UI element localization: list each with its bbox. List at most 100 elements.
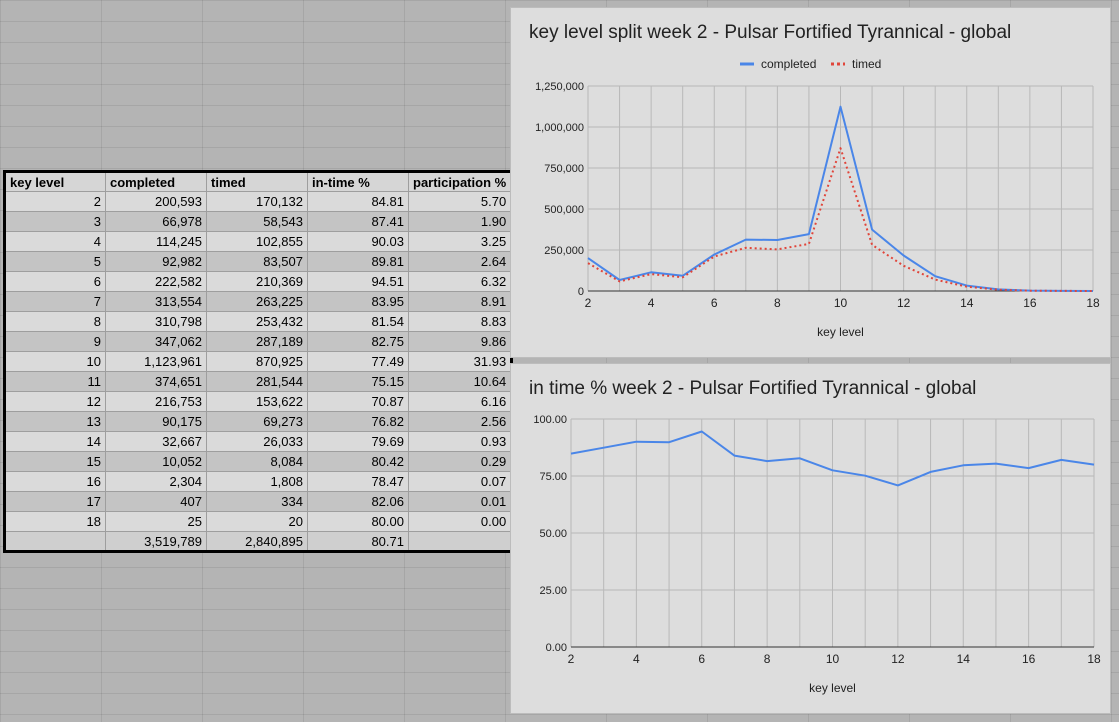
table-cell[interactable]: 1.90 bbox=[407, 211, 513, 232]
table-cell[interactable]: 8 bbox=[4, 311, 106, 332]
table-cell[interactable]: 89.81 bbox=[307, 251, 409, 272]
table-cell[interactable]: 80.42 bbox=[307, 451, 409, 472]
table-cell[interactable]: 870,925 bbox=[206, 351, 308, 372]
table-cell[interactable]: 83,507 bbox=[206, 251, 308, 272]
table-cell[interactable]: 3.25 bbox=[407, 231, 513, 252]
table-cell[interactable]: 84.81 bbox=[307, 191, 409, 212]
table-cell[interactable]: 10,052 bbox=[105, 451, 207, 472]
table-cell[interactable]: 87.41 bbox=[307, 211, 409, 232]
table-cell[interactable]: 13 bbox=[4, 411, 106, 432]
table-cell[interactable]: 310,798 bbox=[105, 311, 207, 332]
table-cell[interactable]: 58,543 bbox=[206, 211, 308, 232]
table-cell[interactable]: 92,982 bbox=[105, 251, 207, 272]
table-cell[interactable]: 15 bbox=[4, 451, 106, 472]
table-cell[interactable]: 7 bbox=[4, 291, 106, 312]
table-cell[interactable]: 32,667 bbox=[105, 431, 207, 452]
table-cell[interactable]: 82.06 bbox=[307, 491, 409, 512]
header-key-level[interactable]: key level bbox=[4, 171, 106, 192]
table-cell[interactable]: 5 bbox=[4, 251, 106, 272]
table-cell[interactable]: 170,132 bbox=[206, 191, 308, 212]
table-cell[interactable]: 6.16 bbox=[407, 391, 513, 412]
table-cell[interactable]: 287,189 bbox=[206, 331, 308, 352]
table-cell[interactable]: 8.91 bbox=[407, 291, 513, 312]
table-cell[interactable]: 69,273 bbox=[206, 411, 308, 432]
table-cell[interactable]: 1,123,961 bbox=[105, 351, 207, 372]
table-cell[interactable]: 10 bbox=[4, 351, 106, 372]
table-cell[interactable]: 374,651 bbox=[105, 371, 207, 392]
table-cell[interactable]: 4 bbox=[4, 231, 106, 252]
table-cell[interactable]: 25 bbox=[105, 511, 207, 532]
table-cell[interactable]: 12 bbox=[4, 391, 106, 412]
table-cell[interactable]: 0.01 bbox=[407, 491, 513, 512]
table-cell[interactable]: 80.71 bbox=[307, 531, 409, 552]
table-cell[interactable] bbox=[407, 531, 513, 552]
table-cell[interactable]: 313,554 bbox=[105, 291, 207, 312]
table-cell[interactable]: 210,369 bbox=[206, 271, 308, 292]
x-tick-label: 16 bbox=[1023, 296, 1037, 310]
table-cell[interactable]: 2.56 bbox=[407, 411, 513, 432]
table-cell[interactable]: 0.93 bbox=[407, 431, 513, 452]
table-cell[interactable]: 16 bbox=[4, 471, 106, 492]
table-cell[interactable]: 77.49 bbox=[307, 351, 409, 372]
table-cell[interactable] bbox=[4, 531, 106, 552]
table-cell[interactable]: 11 bbox=[4, 371, 106, 392]
table-cell[interactable]: 20 bbox=[206, 511, 308, 532]
table-cell[interactable]: 81.54 bbox=[307, 311, 409, 332]
table-cell[interactable]: 5.70 bbox=[407, 191, 513, 212]
header-completed[interactable]: completed bbox=[105, 171, 207, 192]
table-cell[interactable]: 8.83 bbox=[407, 311, 513, 332]
table-cell[interactable]: 2,840,895 bbox=[206, 531, 308, 552]
table-cell[interactable]: 0.00 bbox=[407, 511, 513, 532]
header-timed[interactable]: timed bbox=[206, 171, 308, 192]
header-in-time-pct[interactable]: in-time % bbox=[307, 171, 409, 192]
chart-in-time-pct[interactable]: in time % week 2 - Pulsar Fortified Tyra… bbox=[510, 363, 1111, 714]
y-tick-label: 50.00 bbox=[539, 528, 567, 540]
table-cell[interactable]: 153,622 bbox=[206, 391, 308, 412]
table-cell[interactable]: 222,582 bbox=[105, 271, 207, 292]
table-cell[interactable]: 0.07 bbox=[407, 471, 513, 492]
table-cell[interactable]: 2 bbox=[4, 191, 106, 212]
table-cell[interactable]: 263,225 bbox=[206, 291, 308, 312]
table-cell[interactable]: 216,753 bbox=[105, 391, 207, 412]
table-cell[interactable]: 82.75 bbox=[307, 331, 409, 352]
table-cell[interactable]: 3,519,789 bbox=[105, 531, 207, 552]
table-cell[interactable]: 18 bbox=[4, 511, 106, 532]
table-row: 9 347,062 287,189 82.75 9.86 bbox=[4, 331, 513, 352]
table-cell[interactable]: 114,245 bbox=[105, 231, 207, 252]
table-cell[interactable]: 3 bbox=[4, 211, 106, 232]
table-cell[interactable]: 14 bbox=[4, 431, 106, 452]
table-cell[interactable]: 334 bbox=[206, 491, 308, 512]
table-cell[interactable]: 347,062 bbox=[105, 331, 207, 352]
table-cell[interactable]: 75.15 bbox=[307, 371, 409, 392]
table-cell[interactable]: 253,432 bbox=[206, 311, 308, 332]
table-cell[interactable]: 94.51 bbox=[307, 271, 409, 292]
table-cell[interactable]: 6.32 bbox=[407, 271, 513, 292]
table-cell[interactable]: 10.64 bbox=[407, 371, 513, 392]
table-cell[interactable]: 76.82 bbox=[307, 411, 409, 432]
table-cell[interactable]: 281,544 bbox=[206, 371, 308, 392]
table-cell[interactable]: 1,808 bbox=[206, 471, 308, 492]
table-cell[interactable]: 31.93 bbox=[407, 351, 513, 372]
table-cell[interactable]: 79.69 bbox=[307, 431, 409, 452]
table-cell[interactable]: 80.00 bbox=[307, 511, 409, 532]
header-participation-pct[interactable]: participation % bbox=[407, 171, 513, 192]
table-cell[interactable]: 83.95 bbox=[307, 291, 409, 312]
table-cell[interactable]: 90,175 bbox=[105, 411, 207, 432]
table-cell[interactable]: 66,978 bbox=[105, 211, 207, 232]
table-cell[interactable]: 70.87 bbox=[307, 391, 409, 412]
table-cell[interactable]: 0.29 bbox=[407, 451, 513, 472]
table-cell[interactable]: 26,033 bbox=[206, 431, 308, 452]
table-cell[interactable]: 102,855 bbox=[206, 231, 308, 252]
table-cell[interactable]: 2,304 bbox=[105, 471, 207, 492]
table-cell[interactable]: 9.86 bbox=[407, 331, 513, 352]
table-cell[interactable]: 200,593 bbox=[105, 191, 207, 212]
table-cell[interactable]: 6 bbox=[4, 271, 106, 292]
table-cell[interactable]: 8,084 bbox=[206, 451, 308, 472]
table-cell[interactable]: 78.47 bbox=[307, 471, 409, 492]
chart-key-level-split[interactable]: key level split week 2 - Pulsar Fortifie… bbox=[510, 7, 1111, 358]
table-cell[interactable]: 9 bbox=[4, 331, 106, 352]
table-cell[interactable]: 90.03 bbox=[307, 231, 409, 252]
table-cell[interactable]: 407 bbox=[105, 491, 207, 512]
table-cell[interactable]: 17 bbox=[4, 491, 106, 512]
table-cell[interactable]: 2.64 bbox=[407, 251, 513, 272]
